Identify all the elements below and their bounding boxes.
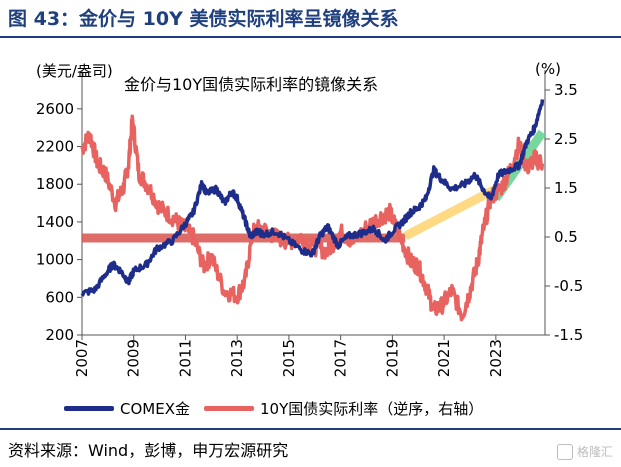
right-tick-label: -1.5 [554, 326, 583, 344]
x-tick-label: 2019 [383, 339, 401, 377]
left-axis-unit: (美元/盎司) [36, 62, 113, 80]
overlay-yellow-band [403, 184, 498, 241]
legend-swatch-gold [64, 406, 114, 411]
left-tick-label: 2200 [36, 138, 74, 156]
left-tick-label: 1800 [36, 175, 74, 193]
left-tick-label: 1400 [36, 213, 74, 231]
legend-label-rate: 10Y国债实际利率（逆序，右轴） [259, 400, 484, 418]
bottom-rule [0, 428, 621, 430]
left-tick-label: 2600 [36, 100, 74, 118]
figure-title: 图 43：金价与 10Y 美债实际利率呈镜像关系 [8, 8, 399, 30]
legend-item-rate: 10Y国债实际利率（逆序，右轴） [203, 398, 484, 419]
chart-title: 金价与10Y国债实际利率的镜像关系 [124, 75, 378, 94]
x-tick-label: 2017 [332, 339, 350, 377]
x-tick-label: 2013 [228, 339, 246, 377]
source-note: 资料来源：Wind，彭博，申万宏源研究 [8, 441, 289, 460]
x-tick-label: 2009 [125, 339, 143, 377]
right-tick-label: 2.5 [554, 130, 578, 148]
series-line-comex-gold [80, 99, 545, 297]
left-tick-label: 600 [45, 288, 74, 306]
plot-area: 2600 2200 1800 1400 1000 600 200 3.5 2.5 1.5 0.5 -0… [36, 70, 583, 377]
right-tick-label: 1.5 [554, 179, 578, 197]
watermark: 格隆汇 [556, 443, 613, 460]
legend-item-gold: COMEX金 [64, 398, 190, 419]
x-tick-label: 2015 [280, 339, 298, 377]
watermark-text: 格隆汇 [576, 445, 613, 459]
right-tick-label: 0.5 [554, 228, 578, 246]
title-rule [0, 36, 621, 38]
legend-label-gold: COMEX金 [120, 400, 190, 418]
chart: 2600 2200 1800 1400 1000 600 200 3.5 2.5 1.5 0.5 -0… [36, 60, 583, 377]
legend-swatch-rate [203, 406, 254, 411]
right-tick-label: -0.5 [554, 277, 583, 295]
left-tick-label: 1000 [36, 251, 74, 269]
x-tick-label: 2011 [176, 339, 194, 377]
x-tick-label: 2007 [73, 339, 91, 377]
legend: COMEX金 10Y国债实际利率（逆序，右轴） [64, 398, 483, 419]
right-axis-unit: (%) [535, 60, 561, 78]
watermark-logo-icon [556, 443, 573, 460]
x-tick-label: 2023 [487, 339, 505, 377]
left-tick-label: 200 [45, 326, 74, 344]
right-tick-label: 3.5 [554, 81, 578, 99]
series-line-real-rate [80, 114, 545, 322]
x-tick-label: 2021 [435, 339, 453, 377]
